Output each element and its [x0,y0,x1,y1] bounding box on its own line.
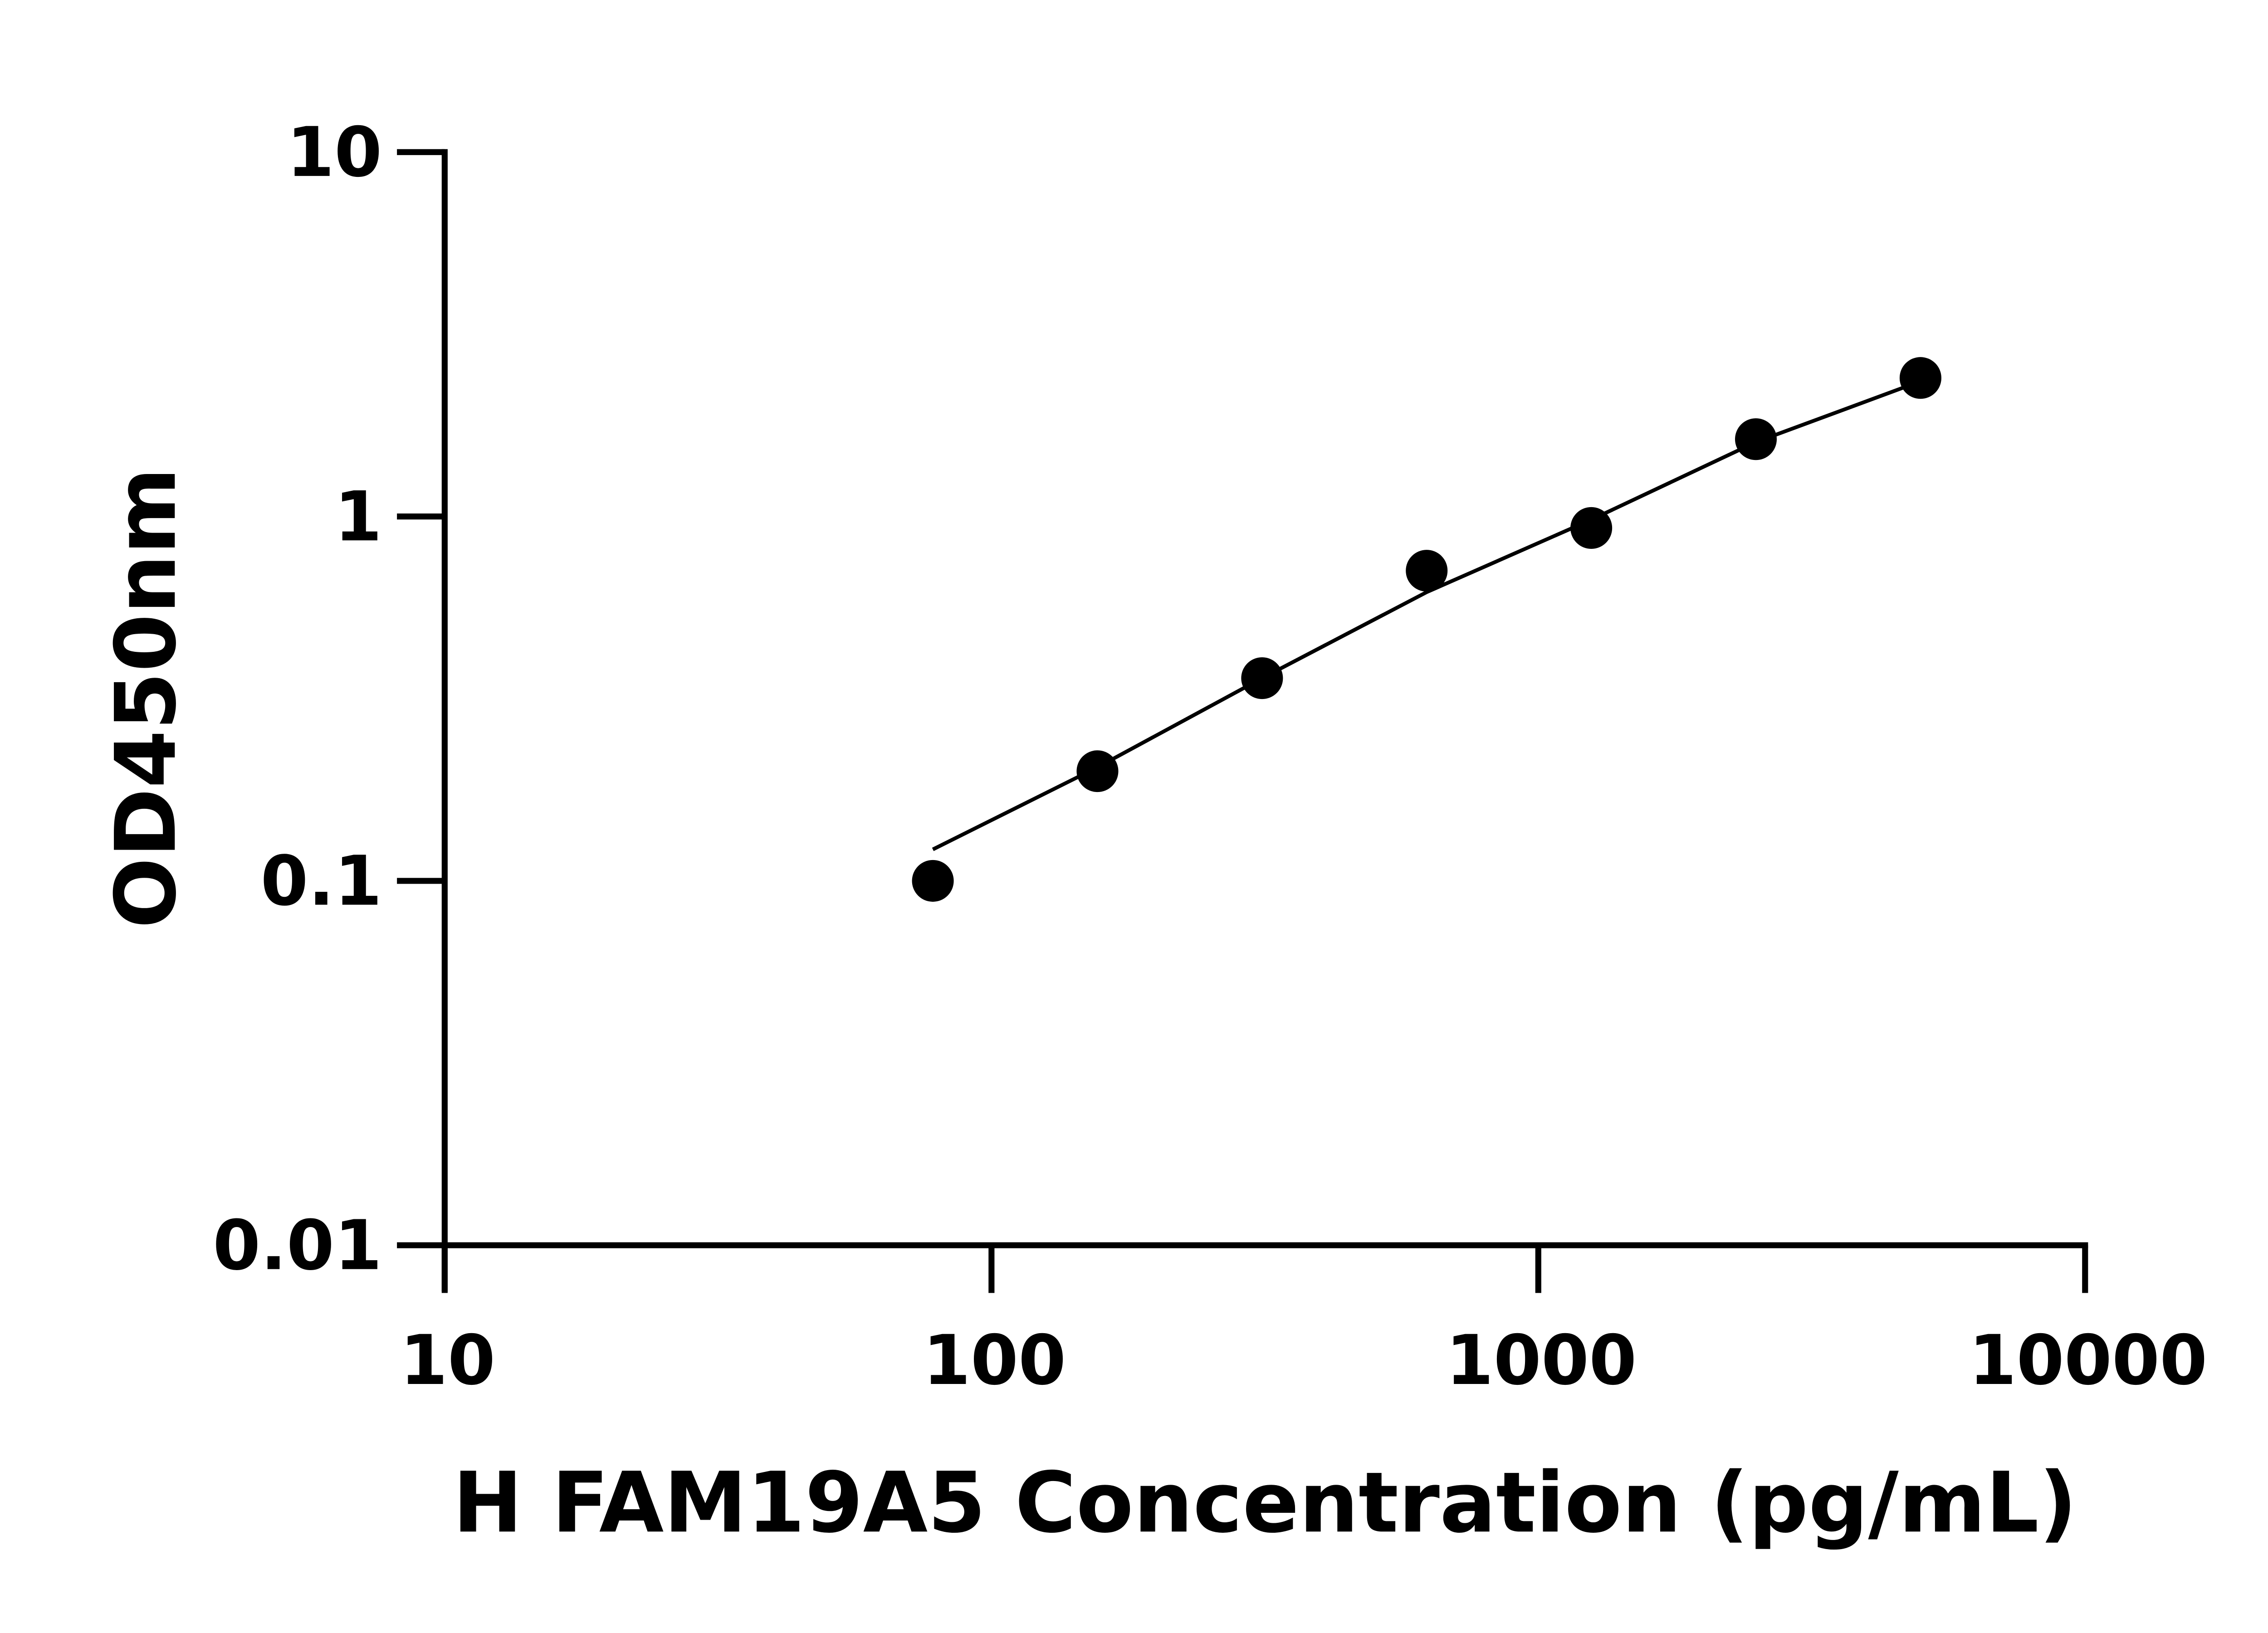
data-point [1406,550,1448,592]
data-point [1899,357,1941,399]
y-tick-label: 0.1 [260,841,382,921]
data-point [1076,750,1119,792]
data-point [912,860,954,902]
y-tick-label: 0.01 [213,1206,382,1286]
y-axis-label: OD450nm [98,467,195,928]
y-tick-label: 1 [334,477,382,557]
axes [441,149,2088,1292]
x-tick-label: 100 [923,1320,1066,1400]
data-point [1735,418,1777,460]
x-tick-label: 10 [400,1320,495,1400]
data-point [1241,657,1283,699]
x-tick-label: 10000 [1969,1320,2207,1400]
y-tick-label: 10 [287,112,382,192]
x-tick-label: 1000 [1446,1320,1637,1400]
x-axis-label: H FAM19A5 Concentration (pg/mL) [453,1454,2077,1551]
data-point [1570,507,1613,549]
